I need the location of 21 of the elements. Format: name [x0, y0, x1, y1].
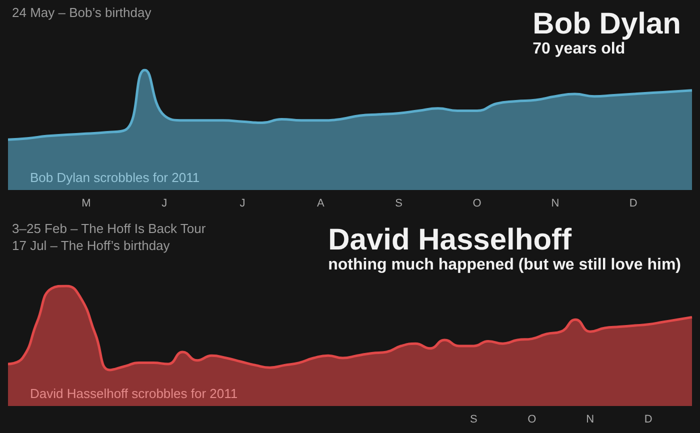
- x-tick-label: S: [470, 414, 478, 426]
- x-tick-label: O: [472, 198, 482, 210]
- chart-title: Bob Dylan: [532, 8, 682, 40]
- x-tick-label: N: [551, 198, 560, 210]
- chart-subtitle: nothing much happened (but we still love him): [328, 256, 681, 274]
- x-tick-label: D: [644, 414, 652, 426]
- text: 24 May – Bob’s birthday: [12, 5, 152, 20]
- text: 17 Jul – The Hoff’s birthday: [12, 238, 170, 253]
- text: 3–25 Feb – The Hoff Is Back Tour: [12, 221, 206, 236]
- x-tick-label: S: [395, 198, 403, 210]
- x-tick-label: A: [317, 198, 326, 210]
- x-tick-label: M: [82, 198, 91, 210]
- x-tick-label: J: [162, 198, 168, 210]
- x-tick-label: O: [528, 414, 537, 426]
- x-tick-label: D: [629, 198, 638, 210]
- annotation: Bob Dylan scrobbles for 2011: [30, 170, 200, 185]
- chart-subtitle: 70 years old: [532, 40, 626, 58]
- x-tick-label: N: [586, 414, 594, 426]
- annotation: David Hasselhoff scrobbles for 2011: [30, 386, 238, 401]
- chart-title: David Hasselhoff: [328, 224, 573, 256]
- x-tick-label: J: [240, 198, 246, 210]
